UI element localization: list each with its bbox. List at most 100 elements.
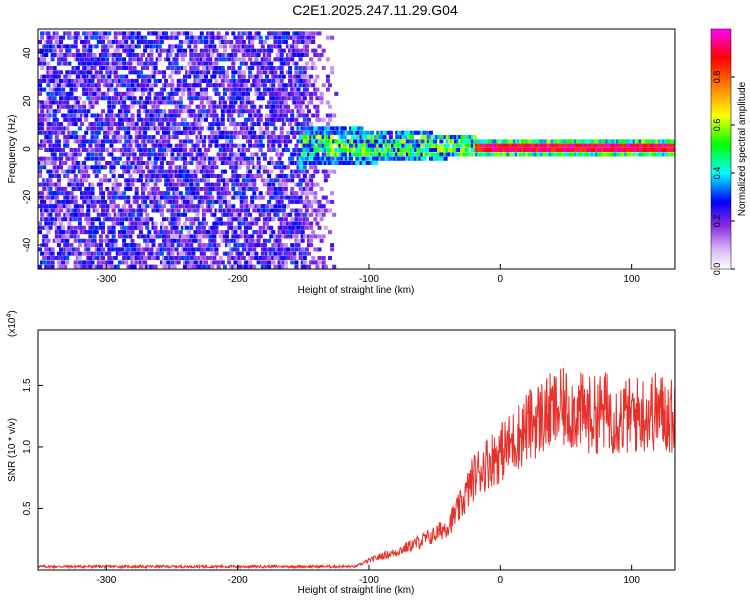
spectrogram-cell xyxy=(92,139,97,144)
spectrogram-cell xyxy=(193,40,198,44)
spectrogram-cell xyxy=(174,66,179,70)
spectrogram-cell xyxy=(216,182,221,187)
spectrogram-cell xyxy=(44,195,49,200)
spectrogram-cell xyxy=(155,31,160,36)
spectrogram-cell xyxy=(96,148,101,152)
spectrogram-cell xyxy=(359,156,364,161)
spectrogram-cell xyxy=(243,104,248,109)
spectrogram-cell xyxy=(195,78,200,83)
spectrogram-cell xyxy=(275,178,280,183)
spectrogram-cell xyxy=(195,217,200,222)
spectrogram-cell xyxy=(586,148,591,152)
spectrogram-cell xyxy=(204,35,208,40)
spectrogram-cell xyxy=(88,74,93,79)
spectrogram-cell xyxy=(485,143,490,148)
spectrogram-cell xyxy=(50,221,55,226)
spectrogram-cell xyxy=(241,44,246,49)
spectrogram-cell xyxy=(277,186,282,191)
spectrogram-cell xyxy=(555,148,559,152)
spectrogram-cell xyxy=(208,48,213,53)
spectrogram-cell xyxy=(122,161,127,165)
spectrogram-cell xyxy=(180,87,185,92)
spectrogram-cell xyxy=(124,212,129,217)
spectrogram-cell xyxy=(147,234,152,239)
spectrogram-cell xyxy=(54,238,59,243)
spectrogram-cell xyxy=(103,44,108,49)
spectrogram-cell xyxy=(309,260,314,265)
spectrogram-cell xyxy=(296,212,301,217)
spectrogram-cell xyxy=(252,83,257,88)
spectrogram-cell xyxy=(265,117,269,122)
spectrogram-cell xyxy=(294,264,299,269)
spectrogram-cell xyxy=(294,40,299,44)
spectrogram-cell xyxy=(61,100,66,105)
spectrogram-cell xyxy=(94,139,99,144)
spectrogram-cell xyxy=(288,78,293,83)
spectrogram-cell xyxy=(126,87,131,92)
spectrogram-cell xyxy=(252,165,257,170)
spectrogram-cell xyxy=(300,130,305,135)
spectrogram-cell xyxy=(319,100,324,105)
spectrogram-cell xyxy=(273,135,278,140)
spectrogram-cell xyxy=(157,53,162,57)
spectrogram-cell xyxy=(239,130,244,135)
spectrogram-cell xyxy=(107,152,112,157)
spectrogram-cell xyxy=(246,156,250,161)
spectrogram-cell xyxy=(195,191,200,196)
spectrogram-cell xyxy=(288,91,293,96)
spectrogram-cell xyxy=(178,44,183,49)
spectrogram-cell xyxy=(254,78,259,83)
spectrogram-cell xyxy=(151,148,156,152)
spectrogram-cell xyxy=(111,174,116,178)
spectrogram-cell xyxy=(40,217,45,222)
spectrogram-cell xyxy=(130,251,135,256)
spectrogram-cell xyxy=(180,182,185,187)
spectrogram-cell xyxy=(201,70,206,75)
spectrogram-cell xyxy=(298,195,303,200)
spectrogram-cell xyxy=(351,126,356,131)
spectrogram-cell xyxy=(645,139,650,144)
spectrogram-cell xyxy=(174,35,179,40)
spectrogram-cell xyxy=(258,48,263,53)
spectrogram-cell xyxy=(254,186,259,191)
spectrogram-cell xyxy=(157,70,162,75)
spectrogram-cell xyxy=(218,230,223,235)
spectrogram-cell xyxy=(162,174,166,178)
spectrogram-cell xyxy=(265,225,269,230)
spectrogram-cell xyxy=(307,234,311,239)
spectrogram-cell xyxy=(116,269,120,273)
spectrogram-cell xyxy=(96,165,101,170)
spectrogram-cell xyxy=(302,212,307,217)
spectrogram-cell xyxy=(233,260,238,265)
spectrogram-cell xyxy=(655,139,660,144)
spectrogram-cell xyxy=(260,152,265,157)
spectrogram-cell xyxy=(338,126,343,131)
spectrogram-cell xyxy=(433,135,438,140)
spectrogram-cell xyxy=(269,109,274,114)
spectrogram-cell xyxy=(277,225,282,230)
spectrogram-cell xyxy=(201,66,206,70)
spectrogram-cell xyxy=(176,53,181,57)
spectrogram-cell xyxy=(111,165,116,170)
spectrogram-cell xyxy=(69,234,74,239)
spectrogram-cell xyxy=(286,31,290,36)
spectrogram-cell xyxy=(212,256,217,260)
spectrogram-cell xyxy=(98,152,103,157)
spectrogram-cell xyxy=(315,96,320,101)
spectrogram-cell xyxy=(201,139,206,144)
spectrogram-cell xyxy=(117,91,122,96)
spectrogram-cell xyxy=(243,260,248,265)
spectrogram-cell xyxy=(96,256,101,260)
spectrogram-cell xyxy=(290,113,295,118)
spectrogram-cell xyxy=(290,152,295,157)
spectrogram-cell xyxy=(54,91,59,96)
spectrogram-cell xyxy=(132,195,137,200)
spectrogram-cell xyxy=(254,53,259,57)
spectrogram-cell xyxy=(117,156,122,161)
spectrogram-cell xyxy=(298,91,303,96)
spectrogram-cell xyxy=(206,243,211,248)
spectrogram-cell xyxy=(649,152,654,157)
spectrogram-cell xyxy=(90,191,95,196)
spectrogram-cell xyxy=(166,230,171,235)
spectrogram-cell xyxy=(195,161,200,165)
